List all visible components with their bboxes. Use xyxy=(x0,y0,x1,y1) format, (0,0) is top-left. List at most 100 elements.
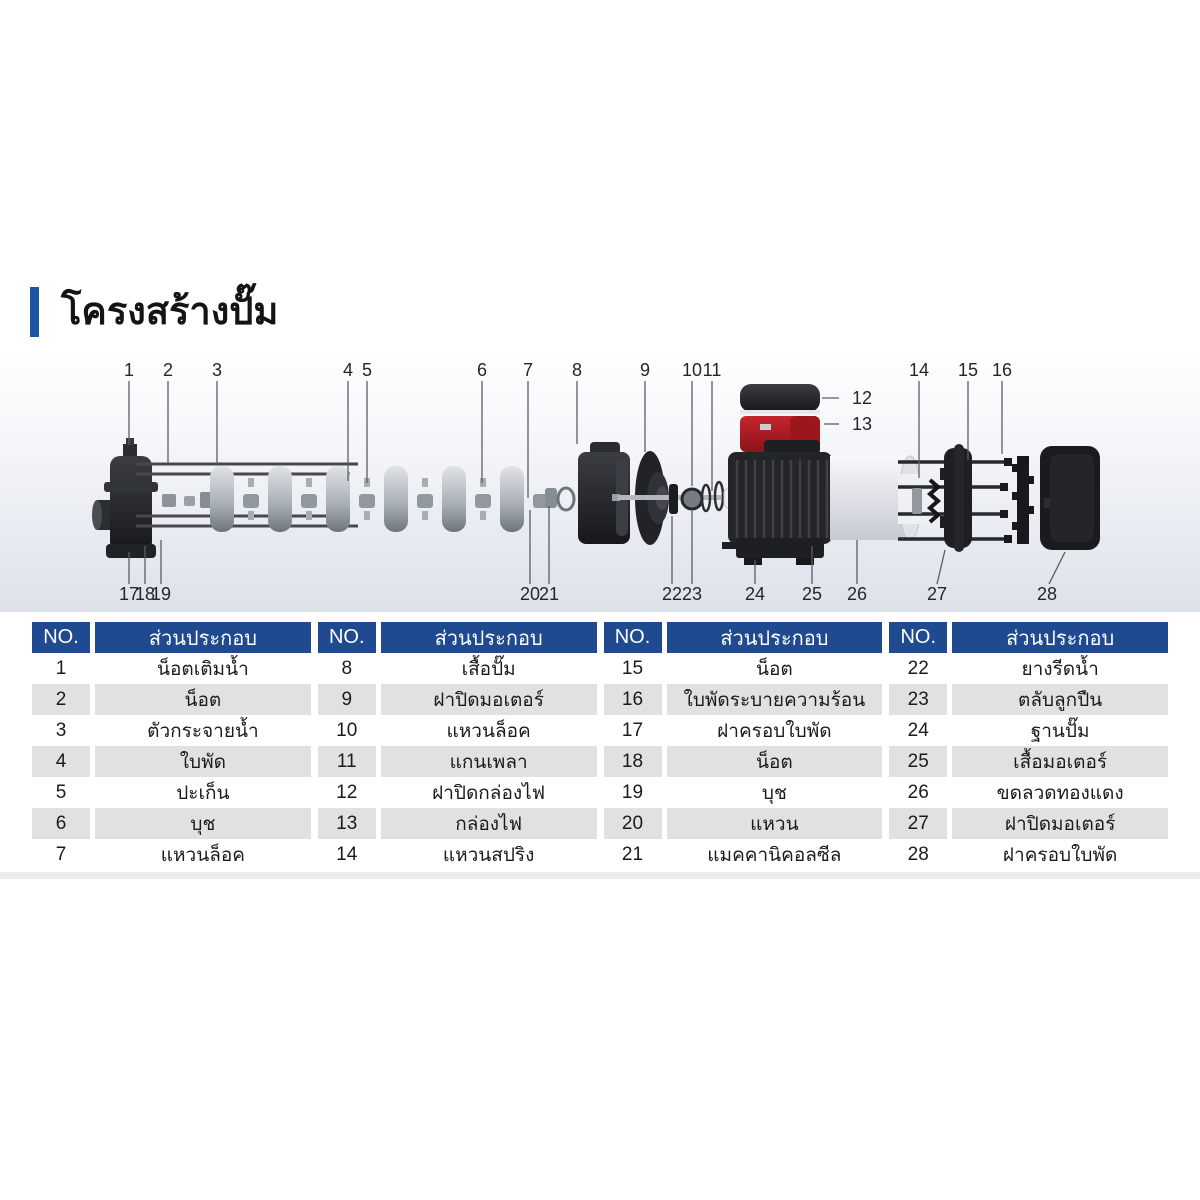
mechanical-seal xyxy=(545,486,576,512)
callout-label: 25 xyxy=(802,584,822,604)
part-name: เสื้อปั๊ม xyxy=(461,658,516,680)
part-name: แหวนล็อค xyxy=(446,720,531,742)
part-no: 24 xyxy=(907,719,929,741)
part-no: 23 xyxy=(889,684,948,715)
callout-label: 5 xyxy=(362,360,372,380)
callout-numbers: 1 2 3 4 5 6 7 8 9 10 11 12 13 14 15 16 1… xyxy=(119,360,1057,604)
callout-label: 21 xyxy=(539,584,559,604)
part-name: ฝาปิดมอเตอร์ xyxy=(380,684,597,715)
impeller-stack xyxy=(210,466,549,532)
part-no: 21 xyxy=(621,843,644,865)
callout-label: 23 xyxy=(682,584,702,604)
part-no: 4 xyxy=(32,746,90,777)
part-no: 9 xyxy=(317,684,376,715)
part-no: 25 xyxy=(889,746,948,777)
part-no: 27 xyxy=(889,808,948,839)
callout-label: 1 xyxy=(124,360,134,380)
col-header-part: ส่วนประกอบ xyxy=(666,622,883,653)
part-name: บุช xyxy=(761,782,787,804)
col-header-part: ส่วนประกอบ xyxy=(95,622,311,653)
part-no: 6 xyxy=(32,808,90,839)
part-no: 3 xyxy=(55,719,67,741)
part-no: 16 xyxy=(603,684,662,715)
callout-label: 13 xyxy=(852,414,872,434)
callout-label: 24 xyxy=(745,584,765,604)
part-no: 5 xyxy=(55,781,67,803)
callout-label: 28 xyxy=(1037,584,1057,604)
pump-head xyxy=(92,438,158,558)
part-name: ปะเก็น xyxy=(176,782,230,804)
callout-label: 7 xyxy=(523,360,533,380)
spring-washer xyxy=(926,478,942,524)
part-name: น็อตเติมน้ำ xyxy=(156,658,249,680)
part-name: ฝาปิดกล่องไฟ xyxy=(432,782,546,804)
title-accent-bar xyxy=(30,287,39,337)
leader-lines xyxy=(128,381,1066,585)
part-no: 2 xyxy=(32,684,90,715)
part-name: ใบพัดระบายความร้อน xyxy=(666,684,883,715)
tie-rods-left xyxy=(136,462,358,528)
callout-label: 4 xyxy=(343,360,353,380)
motor-body xyxy=(728,440,832,544)
part-name: ตัวกระจายน้ำ xyxy=(147,720,259,742)
part-no: 28 xyxy=(907,843,929,865)
callout-label: 18 xyxy=(135,584,155,604)
part-no: 17 xyxy=(621,719,644,741)
col-header-part: ส่วนประกอบ xyxy=(380,622,597,653)
page-title-block: โครงสร้างปั๊ม xyxy=(30,287,278,337)
part-no: 8 xyxy=(341,657,353,679)
callout-label: 9 xyxy=(640,360,650,380)
col-header-no: NO. xyxy=(889,622,948,653)
callout-label: 3 xyxy=(212,360,222,380)
parts-table-group-1: NO. ส่วนประกอบ 1 น็อตเติมน้ำ 2 น็อต 3 ตั… xyxy=(32,622,311,870)
callout-label: 20 xyxy=(520,584,540,604)
callout-label: 17 xyxy=(119,584,139,604)
part-no: 10 xyxy=(336,719,358,741)
part-no: 12 xyxy=(336,781,358,803)
cooling-fan xyxy=(1012,456,1034,544)
callout-label: 6 xyxy=(477,360,487,380)
callout-label: 16 xyxy=(992,360,1012,380)
part-name: ตลับลูกปืน xyxy=(952,684,1168,715)
callout-label: 12 xyxy=(852,388,872,408)
part-name: กล่องไฟ xyxy=(380,808,597,839)
part-name: ฐานปั๊ม xyxy=(1030,720,1090,742)
parts-table-group-2: NO. ส่วนประกอบ 8 เสื้อปั๊ม 9 ฝาปิดมอเตอร… xyxy=(317,622,597,870)
part-no: 1 xyxy=(55,657,67,679)
table-footer-strip xyxy=(0,872,1200,879)
part-no: 22 xyxy=(907,657,929,679)
part-no: 15 xyxy=(621,657,644,679)
part-name: แกนเพลา xyxy=(380,746,597,777)
part-name: แหวน xyxy=(666,808,883,839)
pump-base xyxy=(722,538,824,565)
col-header-part: ส่วนประกอบ xyxy=(952,622,1168,653)
motor-end-cover xyxy=(940,444,972,552)
part-name: แมคคานิคอลซีล xyxy=(707,844,842,866)
part-no: 11 xyxy=(317,746,376,777)
part-no: 7 xyxy=(55,843,67,865)
part-name: บุช xyxy=(95,808,311,839)
col-header-no: NO. xyxy=(603,622,662,653)
part-name: เสื้อมอเตอร์ xyxy=(952,746,1168,777)
part-name: น็อต xyxy=(666,746,883,777)
part-name: แหวนสปริง xyxy=(442,844,535,866)
part-name: แหวนล็อค xyxy=(160,844,245,866)
shaft-nuts xyxy=(162,492,213,508)
part-name: ยางรีดน้ำ xyxy=(1021,658,1099,680)
part-name: ฝาปิดมอเตอร์ xyxy=(952,808,1168,839)
page-title: โครงสร้างปั๊ม xyxy=(61,291,279,333)
callout-label: 22 xyxy=(662,584,682,604)
part-no: 26 xyxy=(907,781,929,803)
part-name: น็อต xyxy=(756,658,793,680)
parts-table-group-4: NO. ส่วนประกอบ 22 ยางรีดน้ำ 23 ตลับลูกปื… xyxy=(889,622,1168,870)
parts-table: NO. ส่วนประกอบ 1 น็อตเติมน้ำ 2 น็อต 3 ตั… xyxy=(32,622,1168,870)
parts-table-group-3: NO. ส่วนประกอบ 15 น็อต 16 ใบพัดระบายความ… xyxy=(603,622,883,870)
pump-casing xyxy=(578,442,630,544)
callout-label: 19 xyxy=(151,584,171,604)
callout-label: 2 xyxy=(163,360,173,380)
callout-label: 27 xyxy=(927,584,947,604)
callout-label: 10 xyxy=(682,360,702,380)
part-name: ใบพัด xyxy=(95,746,311,777)
fan-cover xyxy=(1040,446,1100,550)
callout-label: 26 xyxy=(847,584,867,604)
